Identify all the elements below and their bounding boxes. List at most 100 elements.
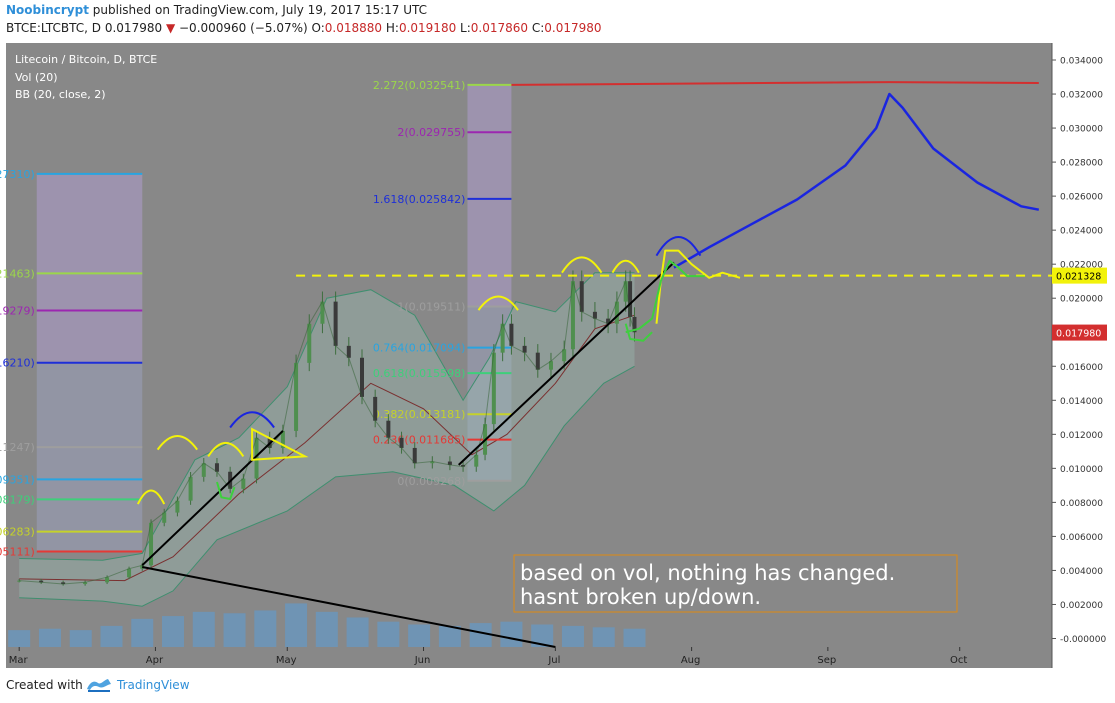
y-tick-label: 0.026000 bbox=[1060, 193, 1103, 203]
candle-body bbox=[412, 447, 417, 464]
triangle-pattern bbox=[251, 427, 309, 461]
candle-body bbox=[307, 323, 312, 363]
ohlc-open-label: O: bbox=[311, 21, 325, 35]
time-axis[interactable] bbox=[6, 647, 1052, 668]
candle-body bbox=[359, 357, 364, 397]
volume-bar bbox=[162, 616, 185, 647]
volume-bar bbox=[346, 617, 369, 647]
fib-level-label: 2.272(0.032541) bbox=[373, 79, 466, 92]
volume-bar bbox=[131, 618, 154, 647]
author-name[interactable]: Noobincrypt bbox=[6, 3, 89, 17]
candle-body bbox=[127, 568, 132, 578]
green-scenario-path bbox=[625, 259, 705, 334]
volume-bar bbox=[254, 610, 277, 647]
candle-body bbox=[632, 316, 637, 333]
candle-body bbox=[17, 580, 22, 582]
y-tick-label: 0.004000 bbox=[1060, 567, 1103, 577]
legend-symbol[interactable]: Litecoin / Bitcoin, D, BTCE bbox=[15, 53, 157, 66]
candle-body bbox=[201, 463, 206, 477]
x-tick-label: Mar bbox=[9, 655, 29, 666]
text-annotation[interactable]: based on vol, nothing has changed. hasnt… bbox=[513, 554, 958, 613]
x-tick-label: Oct bbox=[950, 655, 967, 666]
tradingview-logo-icon[interactable] bbox=[86, 676, 112, 692]
candle-body bbox=[175, 500, 180, 513]
candle-body bbox=[333, 301, 338, 346]
trendline bbox=[142, 566, 556, 648]
candle-body bbox=[241, 478, 246, 489]
y-tick-label: 0.020000 bbox=[1060, 295, 1103, 305]
price-label-text: 0.017980 bbox=[1056, 329, 1101, 340]
publish-line: Noobincrypt published on TradingView.com… bbox=[6, 3, 427, 17]
candle-body bbox=[254, 437, 259, 479]
candle-body bbox=[373, 396, 378, 421]
fib-level-label: 2(0.019279) bbox=[0, 304, 35, 317]
candle-body bbox=[188, 476, 193, 501]
tradingview-link[interactable]: TradingView bbox=[117, 678, 190, 692]
y-tick-label: -0.000000 bbox=[1060, 635, 1106, 645]
y-tick-label: 0.032000 bbox=[1060, 91, 1103, 101]
trendline bbox=[141, 430, 284, 567]
legend-bollinger[interactable]: BB (20, close, 2) bbox=[15, 88, 106, 101]
y-tick-label: 0.014000 bbox=[1060, 397, 1103, 407]
red-target-line bbox=[511, 81, 1039, 86]
fib-level-label: 0.236(0.005111) bbox=[0, 546, 35, 559]
last-price: 0.017980 bbox=[104, 21, 163, 35]
fib-level-label: 1(0.011247) bbox=[0, 441, 35, 454]
price-chart[interactable]: 3(0.027310) 2.272(0.021463) 2(0.019279) 1.6… bbox=[0, 40, 1115, 668]
y-tick-label: 0.016000 bbox=[1060, 363, 1103, 373]
fib-level-label: 1.618(0.025842) bbox=[373, 193, 466, 206]
ohlc-open-value: 0.018880 bbox=[324, 21, 383, 35]
candle-body bbox=[447, 461, 452, 465]
annotation-line-1: based on vol, nothing has changed. bbox=[520, 561, 895, 585]
candle-body bbox=[162, 512, 167, 523]
arc-mark bbox=[655, 236, 702, 257]
bollinger-basis bbox=[19, 314, 635, 582]
chart-header: Noobincrypt published on TradingView.com… bbox=[0, 0, 1115, 40]
candle-body bbox=[491, 352, 496, 425]
arc-mark bbox=[229, 411, 275, 429]
fib-level-label: 0.382(0.006283) bbox=[0, 526, 35, 539]
volume-bar bbox=[500, 621, 523, 647]
candle-body bbox=[548, 361, 553, 370]
x-tick-label: May bbox=[276, 655, 297, 666]
footer: Created with TradingView bbox=[0, 668, 1115, 703]
candle-body bbox=[579, 281, 584, 312]
fib-level-label: 0.764(0.017094) bbox=[373, 342, 466, 355]
volume-bar bbox=[623, 628, 646, 647]
hook-mark bbox=[216, 481, 236, 500]
candle-body bbox=[623, 281, 628, 302]
publish-info: published on TradingView.com, July 19, 2… bbox=[92, 3, 428, 17]
volume-bar bbox=[315, 611, 338, 647]
y-tick-label: 0.006000 bbox=[1060, 533, 1103, 543]
y-tick-label: 0.028000 bbox=[1060, 159, 1103, 169]
ohlc-low-value: 0.017860 bbox=[470, 21, 529, 35]
fib-level-label: 0.764(0.009351) bbox=[0, 473, 35, 486]
volume-bar bbox=[8, 630, 31, 647]
price-label-text: 0.021328 bbox=[1056, 272, 1101, 283]
volume-bar bbox=[438, 625, 461, 647]
price-axis[interactable] bbox=[1052, 43, 1115, 668]
down-arrow-icon: ▼ bbox=[165, 21, 176, 35]
price-change: −0.000960 (−5.07%) bbox=[179, 21, 308, 35]
candle-body bbox=[562, 349, 567, 362]
volume-bar bbox=[100, 625, 123, 647]
symbol-label: BTCE:LTCBTC, D bbox=[6, 21, 102, 35]
candle-body bbox=[614, 301, 619, 324]
candle-body bbox=[294, 362, 299, 431]
fib-level-label: 0.382(0.013181) bbox=[373, 408, 466, 421]
candle-body bbox=[474, 454, 479, 467]
fib-level-label: 1.618(0.016210) bbox=[0, 357, 35, 370]
plot-area[interactable] bbox=[6, 43, 1052, 647]
volume-bar bbox=[408, 624, 431, 647]
volume-bar bbox=[69, 630, 92, 647]
candle-body bbox=[105, 577, 110, 583]
arc-mark bbox=[156, 435, 198, 451]
candle-body bbox=[399, 437, 404, 448]
ohlc-low-label: L: bbox=[460, 21, 471, 35]
candle-body bbox=[461, 464, 466, 467]
fib-level-label: 1(0.019511) bbox=[397, 301, 465, 314]
legend-volume[interactable]: Vol (20) bbox=[15, 71, 58, 84]
candle-body bbox=[83, 582, 88, 585]
volume-bar bbox=[285, 603, 308, 647]
y-tick-label: 0.010000 bbox=[1060, 465, 1103, 475]
